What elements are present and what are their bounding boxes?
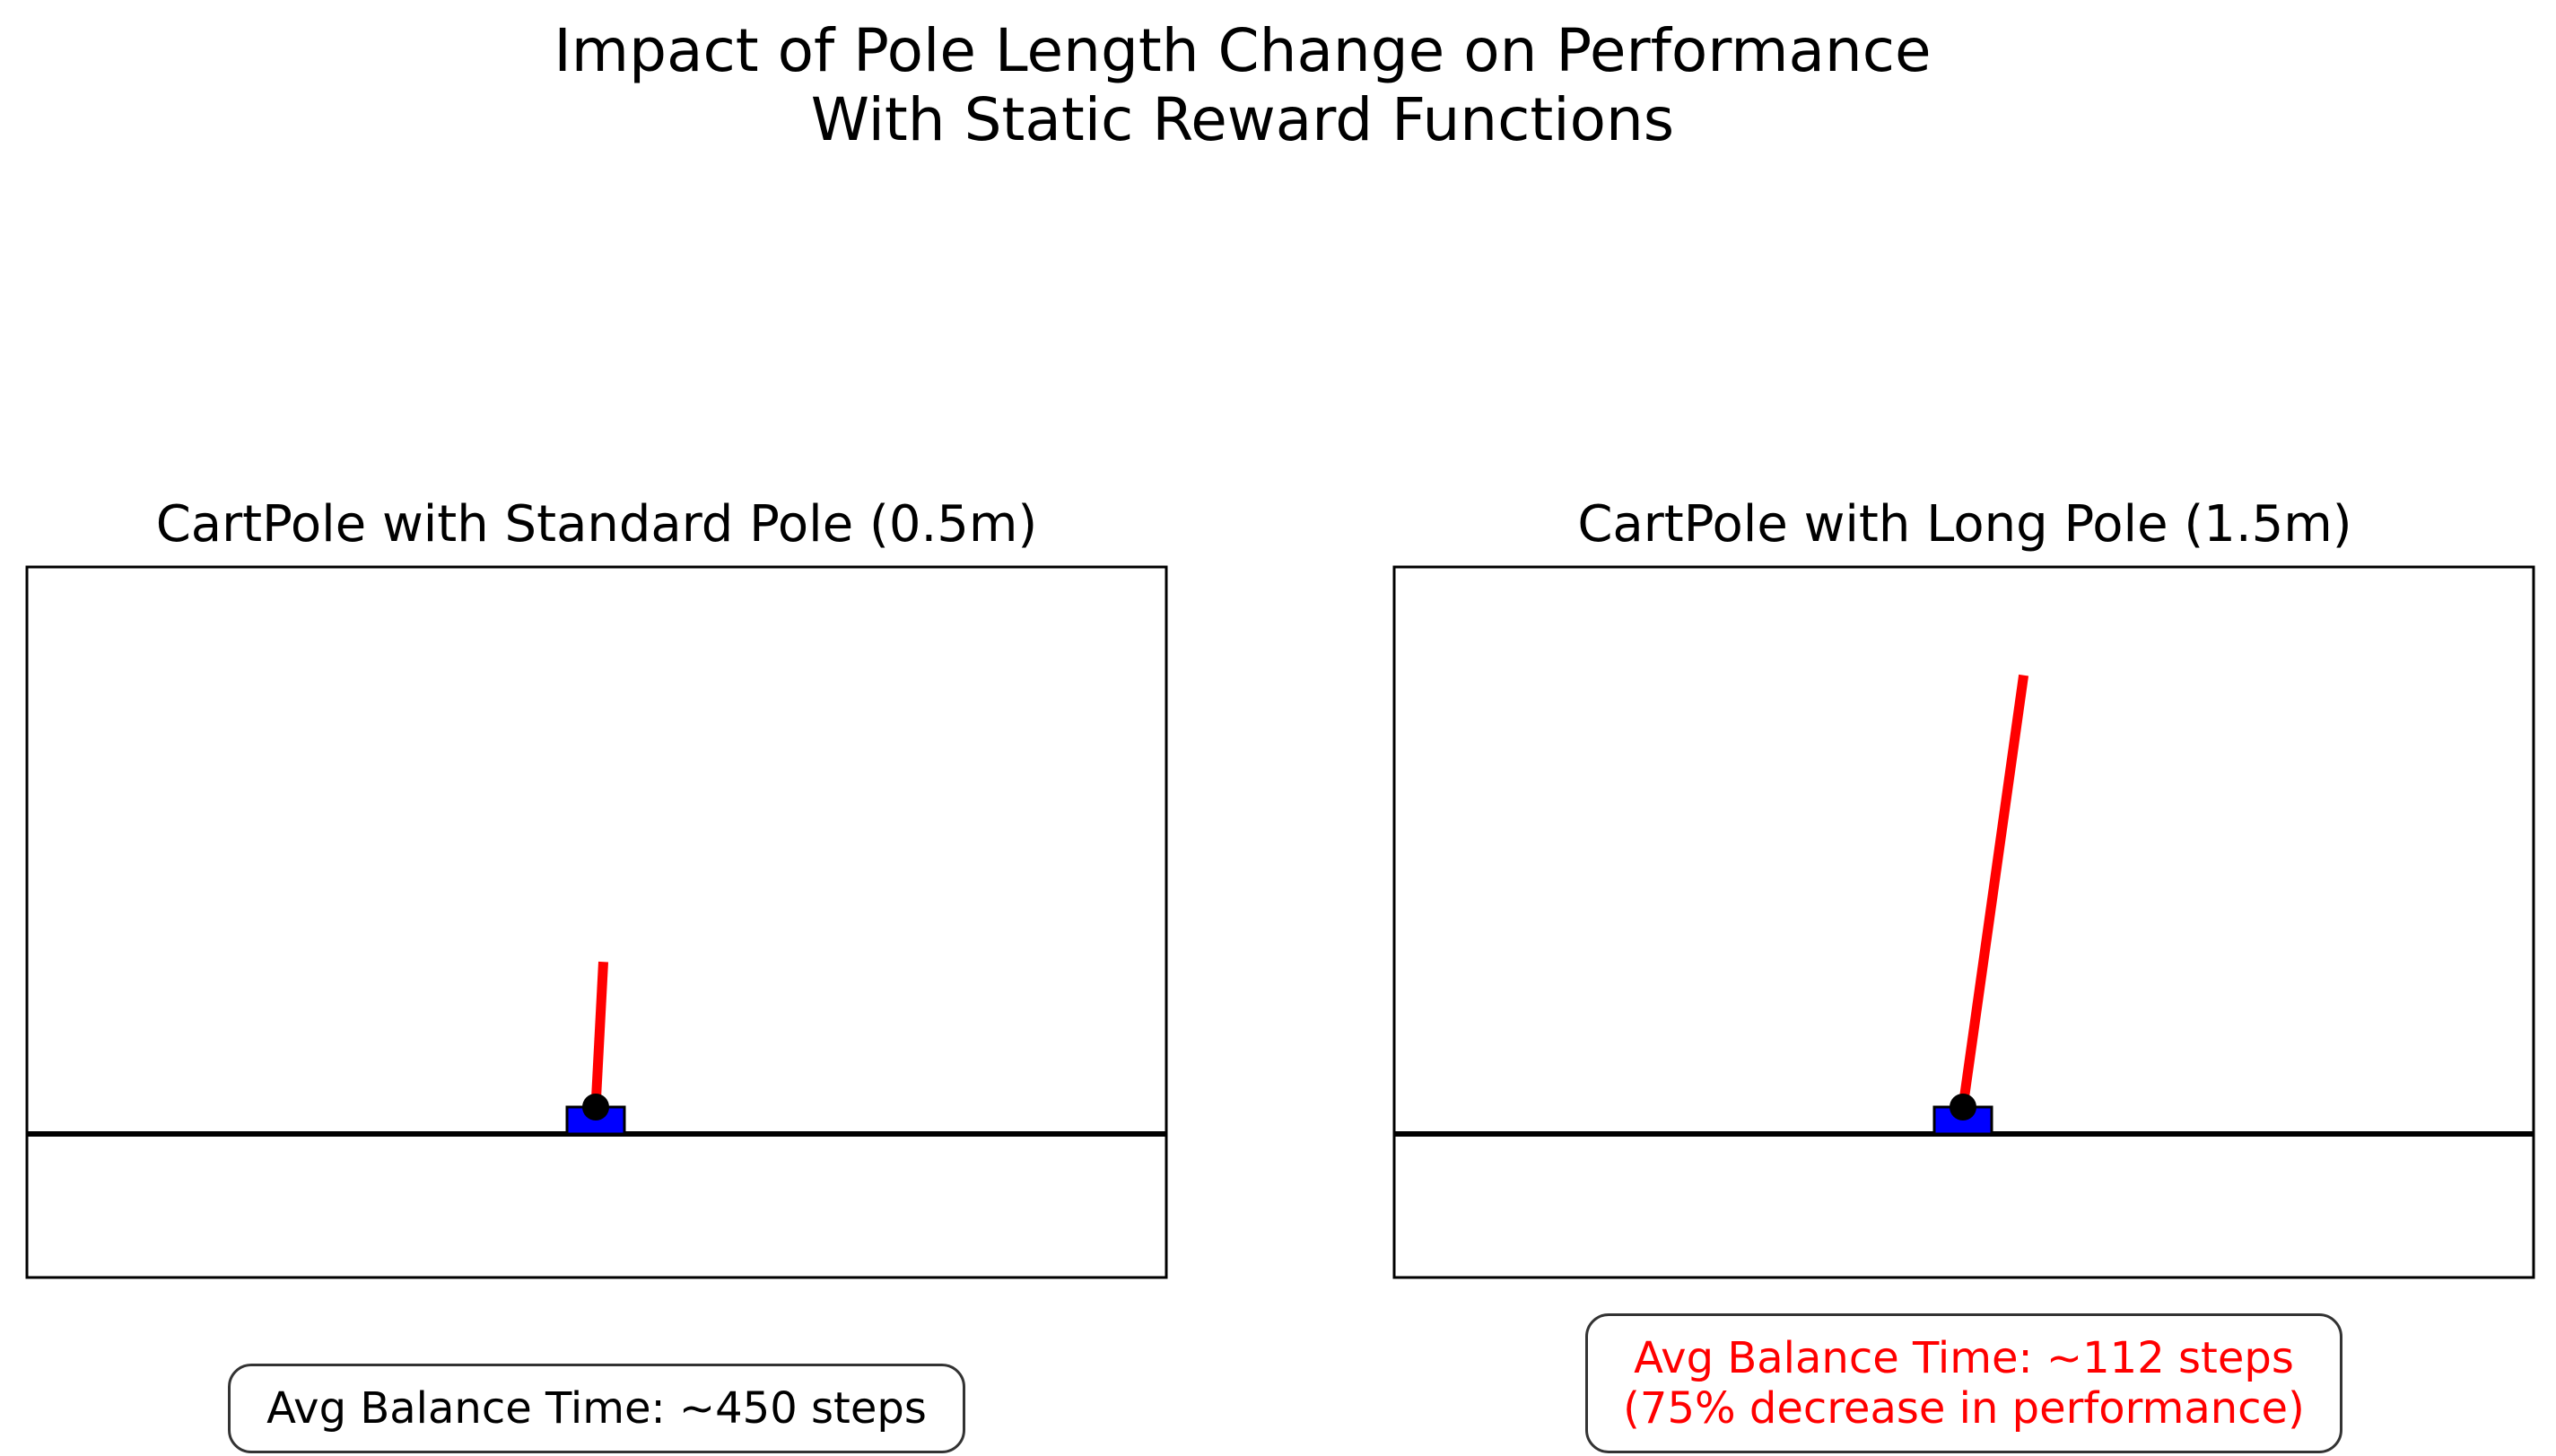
caption-standard-line-1: Avg Balance Time: ~450 steps [266, 1383, 927, 1434]
figure-title-line-2: With Static Reward Functions [810, 85, 1675, 154]
pole [590, 961, 608, 1108]
cartpole-panel-standard [25, 565, 1168, 1279]
pivot-joint [582, 1094, 609, 1120]
panel-frame [1392, 565, 2535, 1279]
panel-title-standard: CartPole with Standard Pole (0.5m) [155, 495, 1038, 554]
caption-standard: Avg Balance Time: ~450 steps [228, 1364, 965, 1453]
figure-title-line-1: Impact of Pole Length Change on Performa… [554, 16, 1932, 85]
panel-frame [25, 565, 1168, 1279]
caption-long-line-1: Avg Balance Time: ~112 steps [1634, 1333, 2294, 1383]
figure-title: Impact of Pole Length Change on Performa… [0, 16, 2485, 154]
panel-title-long: CartPole with Long Pole (1.5m) [1577, 495, 2352, 554]
caption-long-line-2: (75% decrease in performance) [1623, 1383, 2305, 1434]
cartpole-panel-long [1392, 565, 2535, 1279]
caption-long: Avg Balance Time: ~112 steps (75% decrea… [1585, 1313, 2342, 1453]
pivot-joint [1950, 1094, 1976, 1120]
pole [1958, 674, 2029, 1108]
